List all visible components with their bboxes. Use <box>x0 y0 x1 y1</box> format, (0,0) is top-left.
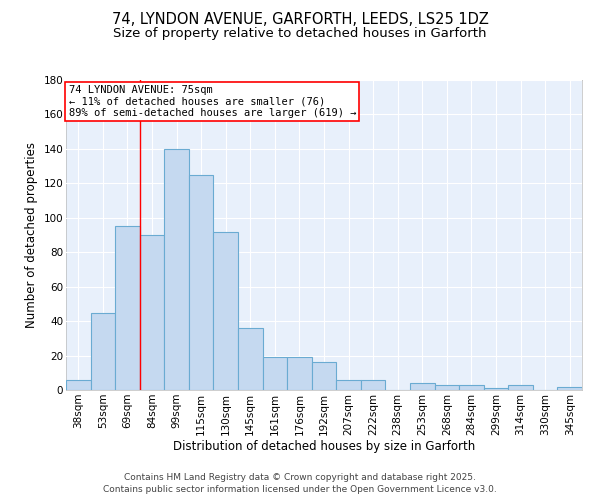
Bar <box>484 388 508 390</box>
Bar <box>91 312 115 390</box>
Bar <box>164 149 189 390</box>
Bar <box>263 358 287 390</box>
Bar <box>238 328 263 390</box>
Text: Contains HM Land Registry data © Crown copyright and database right 2025.
Contai: Contains HM Land Registry data © Crown c… <box>103 472 497 494</box>
X-axis label: Distribution of detached houses by size in Garforth: Distribution of detached houses by size … <box>173 440 475 454</box>
Bar <box>508 385 533 390</box>
Bar <box>557 386 582 390</box>
Bar <box>140 235 164 390</box>
Text: Size of property relative to detached houses in Garforth: Size of property relative to detached ho… <box>113 28 487 40</box>
Bar <box>459 385 484 390</box>
Bar <box>189 174 214 390</box>
Bar <box>115 226 140 390</box>
Bar <box>312 362 336 390</box>
Bar <box>287 358 312 390</box>
Bar <box>361 380 385 390</box>
Bar <box>66 380 91 390</box>
Y-axis label: Number of detached properties: Number of detached properties <box>25 142 38 328</box>
Bar <box>434 385 459 390</box>
Bar <box>336 380 361 390</box>
Text: 74 LYNDON AVENUE: 75sqm
← 11% of detached houses are smaller (76)
89% of semi-de: 74 LYNDON AVENUE: 75sqm ← 11% of detache… <box>68 84 356 118</box>
Text: 74, LYNDON AVENUE, GARFORTH, LEEDS, LS25 1DZ: 74, LYNDON AVENUE, GARFORTH, LEEDS, LS25… <box>112 12 488 28</box>
Bar <box>410 383 434 390</box>
Bar <box>214 232 238 390</box>
